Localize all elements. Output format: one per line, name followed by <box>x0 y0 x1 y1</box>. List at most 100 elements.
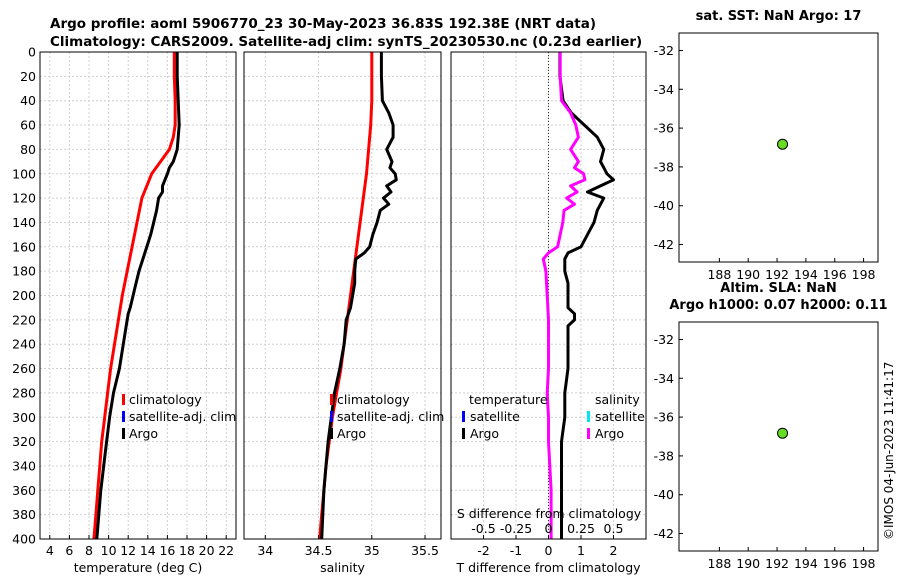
x-tick-label-top: 0.25 <box>567 521 595 536</box>
legend-swatch <box>587 411 590 422</box>
x-tick-label-top: -0.5 <box>471 521 495 536</box>
legend-swatch <box>122 411 125 422</box>
depth-tick-label: 220 <box>12 312 36 327</box>
y-tick-label: -38 <box>654 159 674 174</box>
y-tick-label: -40 <box>654 198 674 213</box>
x-tick-label: 8 <box>85 543 93 558</box>
legend-swatch <box>330 428 333 439</box>
legend-label: satellite-adj. clim <box>129 409 236 424</box>
depth-tick-label: 240 <box>12 337 36 352</box>
y-tick-label: -40 <box>654 487 674 502</box>
x-tick-label: 198 <box>852 556 876 571</box>
depth-tick-label: 300 <box>12 410 36 425</box>
legend-swatch <box>462 411 465 422</box>
x-tick-label: 194 <box>794 267 818 282</box>
legend-label: climatology <box>337 392 410 407</box>
depth-tick-label: 40 <box>20 93 36 108</box>
x-tick-label: 194 <box>794 556 818 571</box>
x-tick-label-top: -0.25 <box>500 521 532 536</box>
x-tick-label: 6 <box>65 543 73 558</box>
x-tick-label: 190 <box>736 556 760 571</box>
x-tick-label: -1 <box>510 543 522 558</box>
depth-tick-label: 20 <box>20 69 36 84</box>
x-tick-label-top: 0 <box>545 521 553 536</box>
depth-tick-label: 380 <box>12 507 36 522</box>
sst-map-panel: sat. SST: NaN Argo: 17 188 190 192 194 196 198… <box>654 9 879 282</box>
depth-tick-label: 180 <box>12 264 36 279</box>
legend-label: Argo <box>595 426 624 441</box>
legend-swatch <box>330 394 333 405</box>
axes-frame <box>39 51 237 540</box>
legend-label: Argo <box>337 426 366 441</box>
x-tick-label: 1 <box>577 543 585 558</box>
depth-tick-label: 200 <box>12 288 36 303</box>
x-tick-label: 35 <box>364 543 380 558</box>
x-tick-label: 18 <box>179 543 195 558</box>
x-tick-label: 192 <box>765 556 789 571</box>
legend-header-salinity: salinity <box>595 392 640 407</box>
x-tick-label: 192 <box>765 267 789 282</box>
map-title: Argo h1000: 0.07 h2000: 0.11 <box>669 298 887 313</box>
legend-label: climatology <box>129 392 202 407</box>
x-axis-label-top: S difference from climatology <box>457 506 642 521</box>
depth-tick-label: 260 <box>12 361 36 376</box>
x-tick-label: 190 <box>736 267 760 282</box>
x-axis-label: salinity <box>320 560 365 575</box>
x-tick-label: 35.5 <box>411 543 439 558</box>
x-tick-label: -2 <box>477 543 489 558</box>
y-tick-label: -36 <box>654 410 674 425</box>
x-tick-label: 10 <box>101 543 117 558</box>
profile-location-marker <box>777 427 789 439</box>
depth-tick-label: 340 <box>12 458 36 473</box>
depth-tick-label: 320 <box>12 434 36 449</box>
y-tick-label: -42 <box>654 237 674 252</box>
series-line-argo <box>95 52 181 540</box>
salinity-panel: 34 34.5 35 35.5 salinity climatology satellite… <box>243 51 444 575</box>
y-tick-label: -34 <box>654 371 674 386</box>
legend-label: satellite <box>470 409 520 424</box>
x-tick-label: 12 <box>120 543 136 558</box>
series-line-argo <box>320 52 398 540</box>
x-tick-label: 34.5 <box>305 543 333 558</box>
x-tick-label: 22 <box>218 543 234 558</box>
series-line-t-argo-clim <box>558 52 615 539</box>
x-tick-label: 198 <box>852 267 876 282</box>
depth-tick-label: 400 <box>12 532 36 547</box>
depth-tick-label: 280 <box>12 385 36 400</box>
y-tick-label: -42 <box>654 526 674 541</box>
figure-title-line1: Argo profile: aoml 5906770_23 30-May-202… <box>50 16 596 32</box>
map-title: sat. SST: NaN Argo: 17 <box>696 9 862 24</box>
figure-title-line2: Climatology: CARS2009. Satellite-adj cli… <box>50 34 642 50</box>
difference-panel: -2 -1 0 1 2 T difference from climatology temp… <box>450 51 647 575</box>
depth-tick-label: 100 <box>12 166 36 181</box>
y-tick-label: -38 <box>654 448 674 463</box>
x-tick-label: 0 <box>545 543 553 558</box>
legend-header-temperature: temperature <box>469 392 548 407</box>
depth-tick-label: 160 <box>12 239 36 254</box>
x-axis-label: T difference from climatology <box>455 560 641 575</box>
depth-tick-label: 60 <box>20 118 36 133</box>
x-tick-label: 14 <box>140 543 156 558</box>
series-line-s-argo-clim <box>541 52 587 539</box>
y-tick-label: -32 <box>654 43 674 58</box>
x-tick-label: 34 <box>257 543 273 558</box>
legend-swatch <box>122 394 125 405</box>
x-tick-label: 196 <box>823 556 847 571</box>
temperature-panel: 0 20 40 60 80 100 120 140 160 180 200 220 240 260 280 3… <box>12 45 237 575</box>
depth-tick-label: 120 <box>12 191 36 206</box>
x-tick-label: 16 <box>159 543 175 558</box>
legend-swatch <box>330 411 333 422</box>
legend-swatch <box>122 428 125 439</box>
depth-tick-label: 360 <box>12 483 36 498</box>
x-tick-label: 2 <box>610 543 618 558</box>
x-tick-label: 4 <box>46 543 54 558</box>
profile-location-marker <box>777 138 789 150</box>
x-tick-label: 196 <box>823 267 847 282</box>
legend-label: Argo <box>470 426 499 441</box>
depth-tick-label: 0 <box>28 45 36 60</box>
series-line-climatology <box>92 52 177 540</box>
x-tick-label-top: 0.5 <box>604 521 624 536</box>
depth-tick-label: 80 <box>20 142 36 157</box>
legend-swatch <box>462 428 465 439</box>
